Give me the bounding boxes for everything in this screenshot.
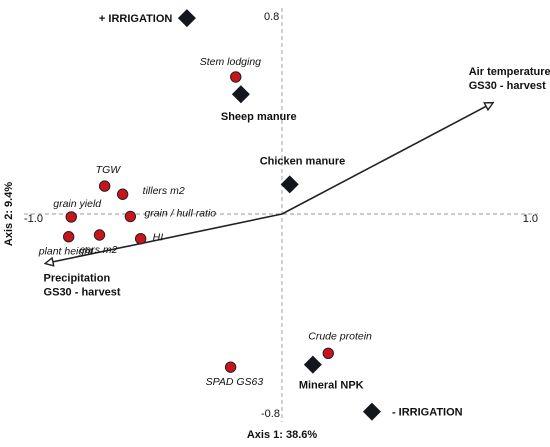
response-label-stem-lodging: Stem lodging [200,56,261,68]
response-label-tgw: TGW [96,164,122,176]
treatment-marker-sheep-manure [231,85,250,104]
response-point-ears-m2 [93,229,106,241]
treatment-label-mineral-npk: Mineral NPK [299,380,364,392]
y-tick-min: -0.8 [261,408,280,420]
vector-arrow-air-temperature [281,103,493,215]
response-label-grain-yield: grain yield [53,198,102,210]
response-point-plant-height [62,231,75,243]
x-tick-max: 1.0 [523,213,538,225]
treatment-marker-irrigation [177,9,196,28]
treatment-label-chicken-manure: Chicken manure [260,155,346,167]
vector-sublabel-air-temperature: GS30 - harvest [469,80,546,92]
y-tick-max: 0.8 [264,11,279,23]
response-label-crude-protein: Crude protein [308,330,372,342]
response-point-grain-yield [65,211,77,223]
response-label-ears-m2: ears m2 [80,244,118,256]
response-label-tillers-m2: tillers m2 [143,185,185,197]
treatment-marker-irrigation [362,402,381,421]
vector-arrow-precipitation [46,213,283,263]
response-label-plant-height: plant height [38,246,94,258]
response-point-grain-hull-ratio [124,210,137,223]
response-label-spad-gs63: SPAD GS63 [206,376,264,388]
response-point-tgw [98,180,111,192]
response-point-tillers-m2 [116,188,129,200]
response-point-spad-gs63 [224,361,237,373]
x-tick-min: -1.0 [24,213,43,225]
x-axis-title: Axis 1: 38.6% [247,429,318,441]
response-point-stem-lodging [230,71,242,83]
treatment-label-irrigation: - IRRIGATION [392,407,463,419]
vector-label-air-temperature: Air temperature [469,66,550,78]
treatment-marker-mineral-npk [303,355,322,374]
vector-sublabel-precipitation: GS30 - harvest [44,286,121,298]
response-label-hi: HI [153,232,164,244]
response-point-crude-protein [322,347,334,360]
response-label-grain-hull-ratio: grain / hull ratio [144,207,216,219]
y-axis-title: Axis 2: 9.4% [3,182,15,246]
treatment-marker-chicken-manure [280,175,299,194]
treatment-label-irrigation: + IRRIGATION [99,13,172,25]
response-point-hi [134,233,147,245]
vector-label-precipitation: Precipitation [44,272,111,284]
treatment-label-sheep-manure: Sheep manure [221,111,297,123]
